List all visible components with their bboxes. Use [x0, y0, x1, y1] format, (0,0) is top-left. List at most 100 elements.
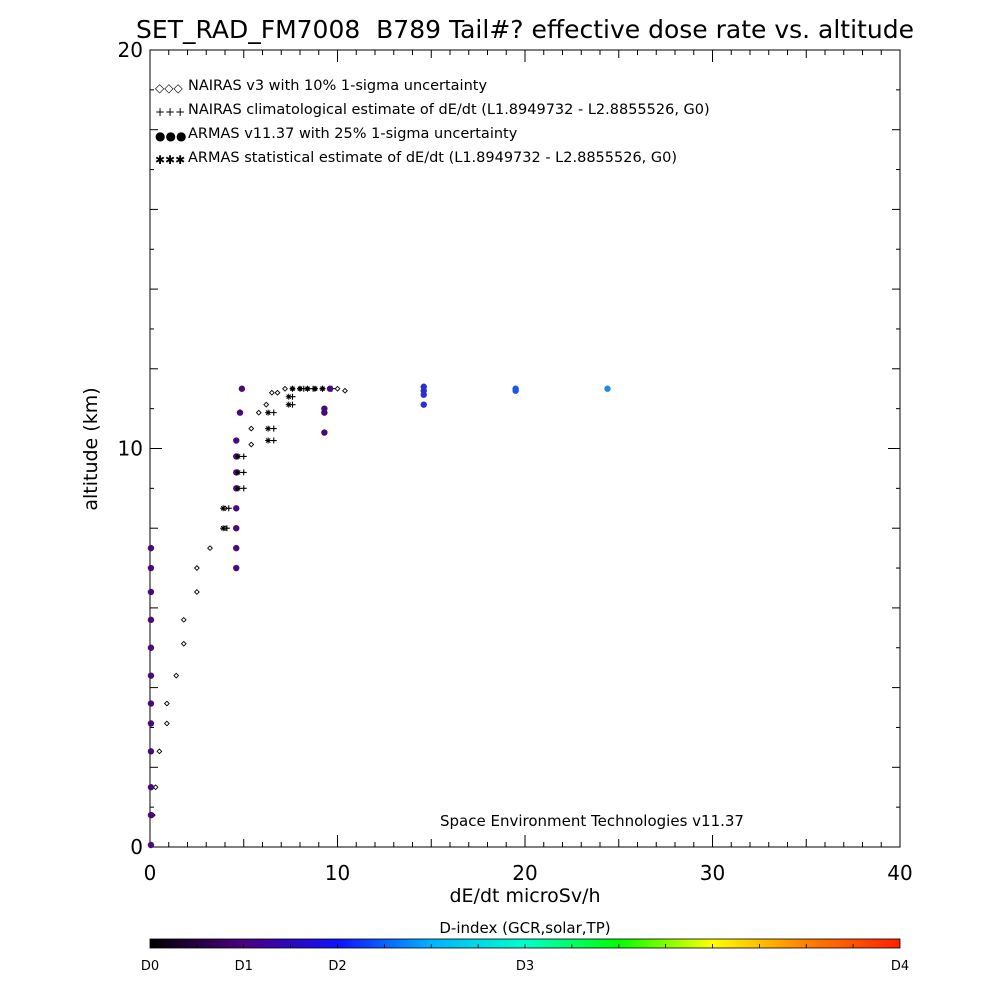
data-point — [147, 700, 155, 707]
y-tick-label: 10 — [118, 437, 143, 461]
data-point — [152, 784, 159, 791]
data-point — [233, 525, 240, 532]
data-point — [236, 409, 244, 416]
data-point — [163, 700, 170, 707]
data-point — [147, 564, 155, 572]
plot-frame — [149, 49, 901, 848]
data-point — [263, 401, 270, 408]
data-point — [265, 425, 272, 432]
legend-symbol: ●●● — [155, 129, 186, 143]
data-point — [156, 748, 163, 755]
data-point — [147, 784, 155, 791]
axis-ticks — [149, 49, 901, 848]
data-point — [180, 616, 187, 623]
legend-label: NAIRAS v3 with 10% 1-sigma uncertainty — [188, 78, 487, 94]
data-point — [147, 841, 155, 849]
data-point — [235, 453, 242, 460]
legend-label: ARMAS statistical estimate of dE/dt (L1.… — [188, 150, 677, 166]
x-tick-label: 30 — [700, 861, 725, 885]
data-point — [147, 588, 155, 596]
data-point — [285, 401, 292, 408]
data-point — [265, 409, 272, 416]
data-point — [147, 672, 155, 679]
data-point — [312, 385, 318, 392]
data-point — [238, 385, 246, 392]
data-point — [235, 485, 242, 492]
data-point — [342, 387, 348, 394]
data-point — [420, 401, 427, 408]
data-point — [240, 469, 247, 476]
data-point — [255, 409, 262, 416]
colorbar-tick-label: D3 — [516, 959, 534, 974]
legend-symbol: ✱✱✱ — [155, 153, 185, 167]
data-point — [321, 429, 328, 436]
colorbar-tick-label: D1 — [235, 959, 253, 974]
colorbar-tick-label: D0 — [141, 959, 159, 974]
series-1 — [223, 385, 335, 532]
data-point — [163, 720, 170, 727]
legend-symbol: +++ — [155, 105, 185, 119]
data-point — [248, 441, 255, 448]
x-tick-label: 20 — [512, 861, 537, 885]
chart-title: SET_RAD_FM7008 B789 Tail#? effective dos… — [136, 15, 914, 44]
data-point — [147, 748, 155, 755]
x-tick-label: 0 — [144, 861, 157, 885]
data-point — [220, 505, 227, 512]
series-0 — [148, 385, 348, 848]
data-point — [285, 393, 292, 400]
axis-tick-labels: 0 10 20 30 40 0 10 20 — [118, 38, 913, 885]
data-point — [274, 389, 281, 396]
data-point — [147, 644, 155, 651]
data-point — [268, 389, 275, 396]
x-tick-label: 10 — [325, 861, 350, 885]
colorbar-ticks: D0 D1 D2 D3 D4 — [141, 944, 909, 974]
credit-label: Space Environment Technologies v11.37 — [440, 812, 744, 830]
y-tick-label: 20 — [118, 38, 143, 62]
data-point — [321, 405, 328, 412]
data-point — [265, 437, 272, 444]
data-point — [220, 525, 227, 532]
legend-label: ARMAS v11.37 with 25% 1-sigma uncertaint… — [188, 126, 518, 142]
data-point — [319, 385, 326, 392]
y-tick-label: 0 — [130, 835, 143, 859]
data-point — [334, 385, 341, 392]
data-point — [233, 437, 240, 444]
data-point — [147, 616, 155, 624]
x-tick-label: 40 — [887, 861, 912, 885]
x-axis-label: dE/dt microSv/h — [449, 885, 600, 907]
data-point — [270, 425, 277, 432]
data-point — [235, 469, 242, 476]
colorbar-tick-label: D4 — [891, 959, 909, 974]
data-point — [233, 544, 240, 552]
data-point — [420, 383, 427, 390]
data-point — [604, 385, 611, 392]
data-point — [207, 545, 213, 552]
data-point — [289, 385, 296, 392]
y-axis-label: altitude (km) — [80, 387, 102, 510]
series-2 — [147, 383, 611, 849]
data-point — [225, 505, 232, 512]
data-point — [147, 811, 155, 819]
data-point — [193, 589, 200, 595]
data-point — [326, 385, 334, 392]
data-point — [297, 385, 303, 392]
data-point — [304, 385, 311, 392]
data-point — [270, 409, 277, 416]
legend-symbol: ◇◇◇ — [155, 81, 183, 95]
data-point — [233, 505, 240, 512]
legend: ◇◇◇ NAIRAS v3 with 10% 1-sigma uncertaint… — [155, 78, 710, 167]
data-points — [147, 383, 611, 849]
data-point — [180, 640, 187, 647]
data-point — [270, 437, 277, 444]
colorbar-label: D-index (GCR,solar,TP) — [439, 919, 610, 937]
data-point — [248, 425, 255, 432]
data-point — [173, 672, 180, 679]
data-point — [512, 385, 519, 392]
colorbar-tick-label: D2 — [328, 959, 346, 974]
data-point — [193, 565, 200, 571]
data-point — [147, 720, 155, 727]
legend-label: NAIRAS climatological estimate of dE/dt … — [188, 102, 710, 118]
data-point — [147, 544, 155, 552]
data-point — [282, 385, 288, 392]
